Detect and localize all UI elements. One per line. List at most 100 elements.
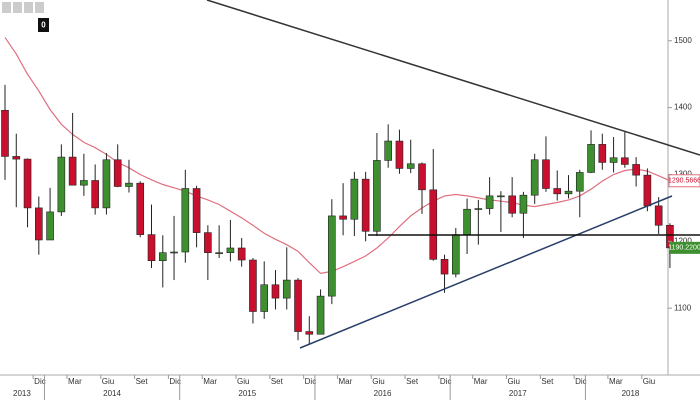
x-tick-label: Giu: [237, 377, 249, 386]
candle-body: [485, 195, 494, 209]
candle-body: [35, 207, 43, 241]
tool-button[interactable]: [35, 2, 44, 13]
candle-body: [575, 172, 584, 192]
candle-body: [158, 252, 167, 261]
y-tick-label: 1300: [674, 170, 692, 179]
x-tick-label: Mar: [338, 377, 352, 386]
candle-body: [237, 247, 246, 261]
candle-body: [632, 164, 640, 176]
ma-value-label: 1290.5666: [668, 178, 700, 185]
ma-value-box: [668, 174, 700, 188]
y-tick-label: 1200: [674, 236, 692, 245]
year-label: 2015: [238, 389, 256, 398]
candle-body: [621, 157, 629, 165]
candle-body: [294, 279, 302, 332]
x-tick-label: Dic: [34, 377, 46, 386]
x-tick-label: Mar: [68, 377, 82, 386]
year-label: 2013: [13, 389, 31, 398]
x-tick-label: Dic: [440, 377, 452, 386]
candle-body: [361, 178, 370, 232]
candle-body: [181, 188, 190, 253]
candle-body: [497, 195, 505, 198]
candle-body: [80, 180, 88, 186]
candle-body: [339, 215, 347, 220]
candle-body: [609, 157, 618, 163]
candle-body: [125, 182, 133, 187]
x-tick-label: Mar: [203, 377, 217, 386]
x-tick-label: Set: [136, 377, 149, 386]
candle-body: [102, 159, 111, 209]
candle-body: [384, 140, 392, 161]
x-tick-label: Mar: [609, 377, 623, 386]
candle-body: [373, 160, 381, 232]
candle-body: [260, 284, 269, 312]
candle-body: [564, 190, 573, 195]
y-tick-label: 1100: [674, 303, 692, 312]
x-tick-label: Set: [406, 377, 419, 386]
candle-body: [328, 215, 336, 297]
candle-body: [282, 279, 291, 299]
year-label: 2017: [509, 389, 527, 398]
candle-body: [418, 163, 426, 191]
candle-body: [451, 234, 460, 275]
candle-body: [170, 251, 178, 254]
x-tick-label: Set: [271, 377, 284, 386]
y-tick-label: 1400: [674, 103, 692, 112]
candle-body: [249, 259, 257, 312]
trendline-lower: [299, 195, 673, 349]
plot-area: [1, 37, 674, 345]
candle-body: [530, 159, 539, 196]
candle-body: [204, 232, 212, 253]
candle-body: [192, 188, 201, 233]
year-label: 2018: [622, 389, 640, 398]
candle-body: [57, 156, 66, 213]
trendline-upper: [206, 0, 700, 156]
x-tick-label: Mar: [474, 377, 488, 386]
candle-body: [463, 208, 471, 235]
candle-body: [350, 178, 359, 220]
candle-body: [598, 144, 607, 163]
candle-body: [91, 180, 99, 209]
close-value-label: 1190.2200: [668, 245, 700, 252]
year-label: 2014: [103, 389, 121, 398]
candle-body: [305, 331, 314, 335]
candle-body: [406, 163, 415, 169]
year-label: 2016: [374, 389, 392, 398]
candle-body: [136, 182, 145, 235]
candle-body: [587, 144, 595, 173]
candle-body: [519, 194, 528, 214]
candle-body: [542, 159, 550, 189]
toolbar: 0: [2, 2, 49, 32]
candle-body: [215, 252, 223, 254]
tool-button[interactable]: [24, 2, 33, 13]
x-tick-label: Dic: [575, 377, 587, 386]
candle-body: [46, 211, 54, 241]
candle-body: [474, 208, 483, 210]
candle-body: [23, 158, 32, 209]
candle-body: [68, 156, 77, 186]
x-tick-label: Dic: [305, 377, 317, 386]
candle-body: [226, 247, 235, 253]
x-tick-label: Set: [541, 377, 554, 386]
close-value-box: [669, 241, 700, 254]
y-tick-label: 1500: [674, 36, 692, 45]
x-tick-label: Dic: [169, 377, 181, 386]
tool-button[interactable]: [2, 2, 11, 13]
candle-body: [429, 189, 438, 260]
candle-body: [395, 140, 404, 169]
candle-body: [1, 109, 9, 157]
candle-body: [553, 188, 562, 195]
candle-body: [643, 174, 652, 207]
badge: 0: [41, 21, 46, 30]
candle-body: [271, 284, 280, 299]
x-tick-label: Giu: [643, 377, 655, 386]
candle-body: [440, 259, 449, 275]
candle-body: [654, 205, 663, 226]
x-tick-label: Giu: [508, 377, 520, 386]
candle-body: [147, 234, 156, 261]
x-tick-label: Giu: [102, 377, 114, 386]
candle-body: [113, 159, 122, 187]
tool-button[interactable]: [13, 2, 22, 13]
